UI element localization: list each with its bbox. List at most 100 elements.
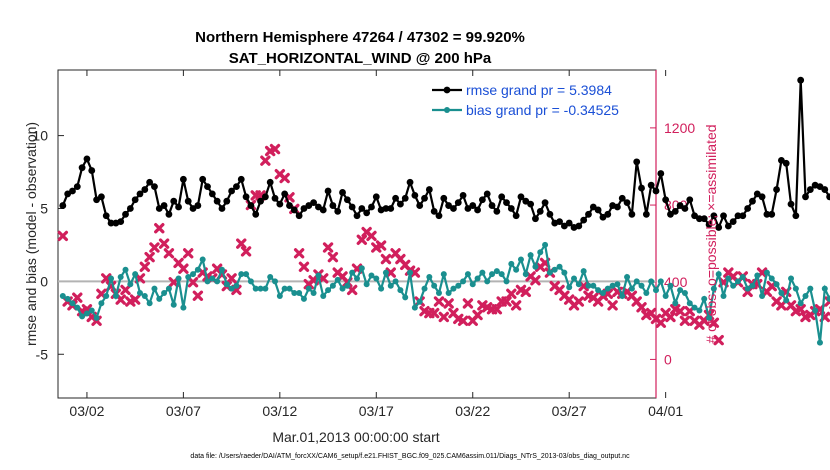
obs-count-marker: [178, 263, 189, 274]
bias-point: [638, 282, 645, 289]
bias-point: [132, 271, 139, 278]
obs-count-marker: [346, 284, 358, 296]
rmse-point: [715, 224, 723, 231]
rmse-point: [633, 158, 641, 166]
rmse-point: [151, 183, 158, 191]
rmse-point: [247, 202, 255, 209]
rmse-point: [700, 215, 708, 223]
rmse-point: [146, 178, 154, 186]
rmse-point: [474, 206, 481, 214]
bias-point: [479, 269, 486, 276]
bias-point: [108, 275, 115, 282]
rmse-point: [614, 203, 621, 211]
rmse-point: [768, 210, 776, 218]
bias-point: [378, 285, 385, 292]
bias-point: [407, 269, 414, 276]
obs-count-marker: [428, 307, 440, 319]
rmse-point: [454, 199, 462, 207]
bias-point: [257, 285, 264, 292]
rmse-point: [546, 210, 554, 218]
obs-count-marker: [72, 292, 83, 303]
rmse-point: [575, 222, 583, 230]
obs-count-marker: [139, 261, 151, 272]
bias-point: [797, 300, 804, 307]
bias-point: [185, 274, 192, 281]
rmse-point: [459, 191, 467, 199]
rmse-point: [102, 212, 110, 220]
rmse-point: [281, 190, 289, 198]
obs-count-marker: [795, 304, 806, 315]
obs-count-marker: [322, 242, 334, 253]
bias-point: [527, 252, 534, 259]
obs-count-marker: [120, 284, 131, 296]
bias-point: [759, 292, 766, 299]
bias-point: [677, 287, 684, 294]
rmse-point: [310, 199, 317, 207]
bias-point: [580, 268, 587, 275]
rmse-point: [686, 196, 694, 204]
rmse-point: [228, 187, 236, 195]
x-tick-label: 03/12: [262, 403, 297, 419]
obs-count-marker: [443, 298, 454, 309]
rmse-point: [507, 205, 515, 212]
rmse-point: [821, 186, 829, 193]
obs-count-marker: [356, 234, 368, 245]
bias-point: [672, 300, 679, 307]
bias-point: [667, 282, 674, 289]
bias-point: [701, 295, 708, 302]
rmse-point: [797, 76, 805, 84]
rmse-point: [556, 218, 563, 226]
bias-point: [440, 271, 447, 278]
rmse-point: [744, 205, 752, 212]
bias-point: [344, 282, 351, 289]
rmse-point: [69, 187, 76, 195]
obs-count-marker: [491, 304, 503, 315]
obs-count-marker: [269, 143, 281, 155]
obs-count-marker: [506, 288, 517, 300]
plot-area: 03/02 03/07 03/12 03/17 03/22 03/27 04/01 -5 0 5 1…: [32, 69, 830, 419]
rmse-point: [517, 193, 525, 201]
obs-count-marker: [520, 286, 531, 298]
bias-point: [194, 266, 201, 273]
bias-point: [522, 271, 529, 278]
bias-point: [392, 278, 399, 285]
bias-point: [595, 287, 602, 294]
rmse-point: [585, 210, 592, 218]
bias-point: [551, 266, 558, 273]
rmse-point: [266, 178, 274, 186]
bias-point: [604, 285, 611, 292]
bias-point: [624, 274, 631, 281]
bias-point: [79, 313, 86, 320]
bias-point: [696, 307, 703, 314]
rmse-point: [724, 222, 732, 230]
bias-point: [276, 292, 283, 299]
rmse-point: [594, 206, 602, 214]
bias-point: [329, 282, 336, 289]
rmse-point: [493, 208, 501, 215]
bias-point: [411, 304, 418, 311]
bias-point: [643, 290, 650, 297]
chart-subtitle: SAT_HORIZONTAL_WIND @ 200 hPa: [229, 50, 492, 67]
bias-point: [214, 278, 221, 285]
bias-point: [821, 285, 828, 292]
bias-point: [546, 269, 553, 276]
rmse-point: [787, 200, 795, 208]
x-tick-label: 03/22: [455, 403, 490, 419]
bias-point: [802, 292, 809, 299]
y-tick-label: 10: [32, 128, 48, 144]
bias-point: [513, 266, 520, 273]
bias-point: [503, 278, 510, 285]
rmse-point: [233, 183, 240, 191]
bias-point: [373, 275, 380, 282]
bias-point: [180, 304, 187, 311]
rmse-point: [802, 193, 809, 201]
rmse-point: [348, 203, 356, 211]
bias-point: [247, 278, 254, 285]
bias-point: [252, 285, 259, 292]
legend-rmse-label: rmse grand pr = 5.3984: [466, 82, 612, 98]
rmse-point: [623, 199, 631, 207]
obs-count-marker: [240, 246, 252, 257]
bias-point: [812, 307, 819, 314]
rmse-point: [647, 181, 655, 189]
rmse-point: [792, 212, 800, 220]
